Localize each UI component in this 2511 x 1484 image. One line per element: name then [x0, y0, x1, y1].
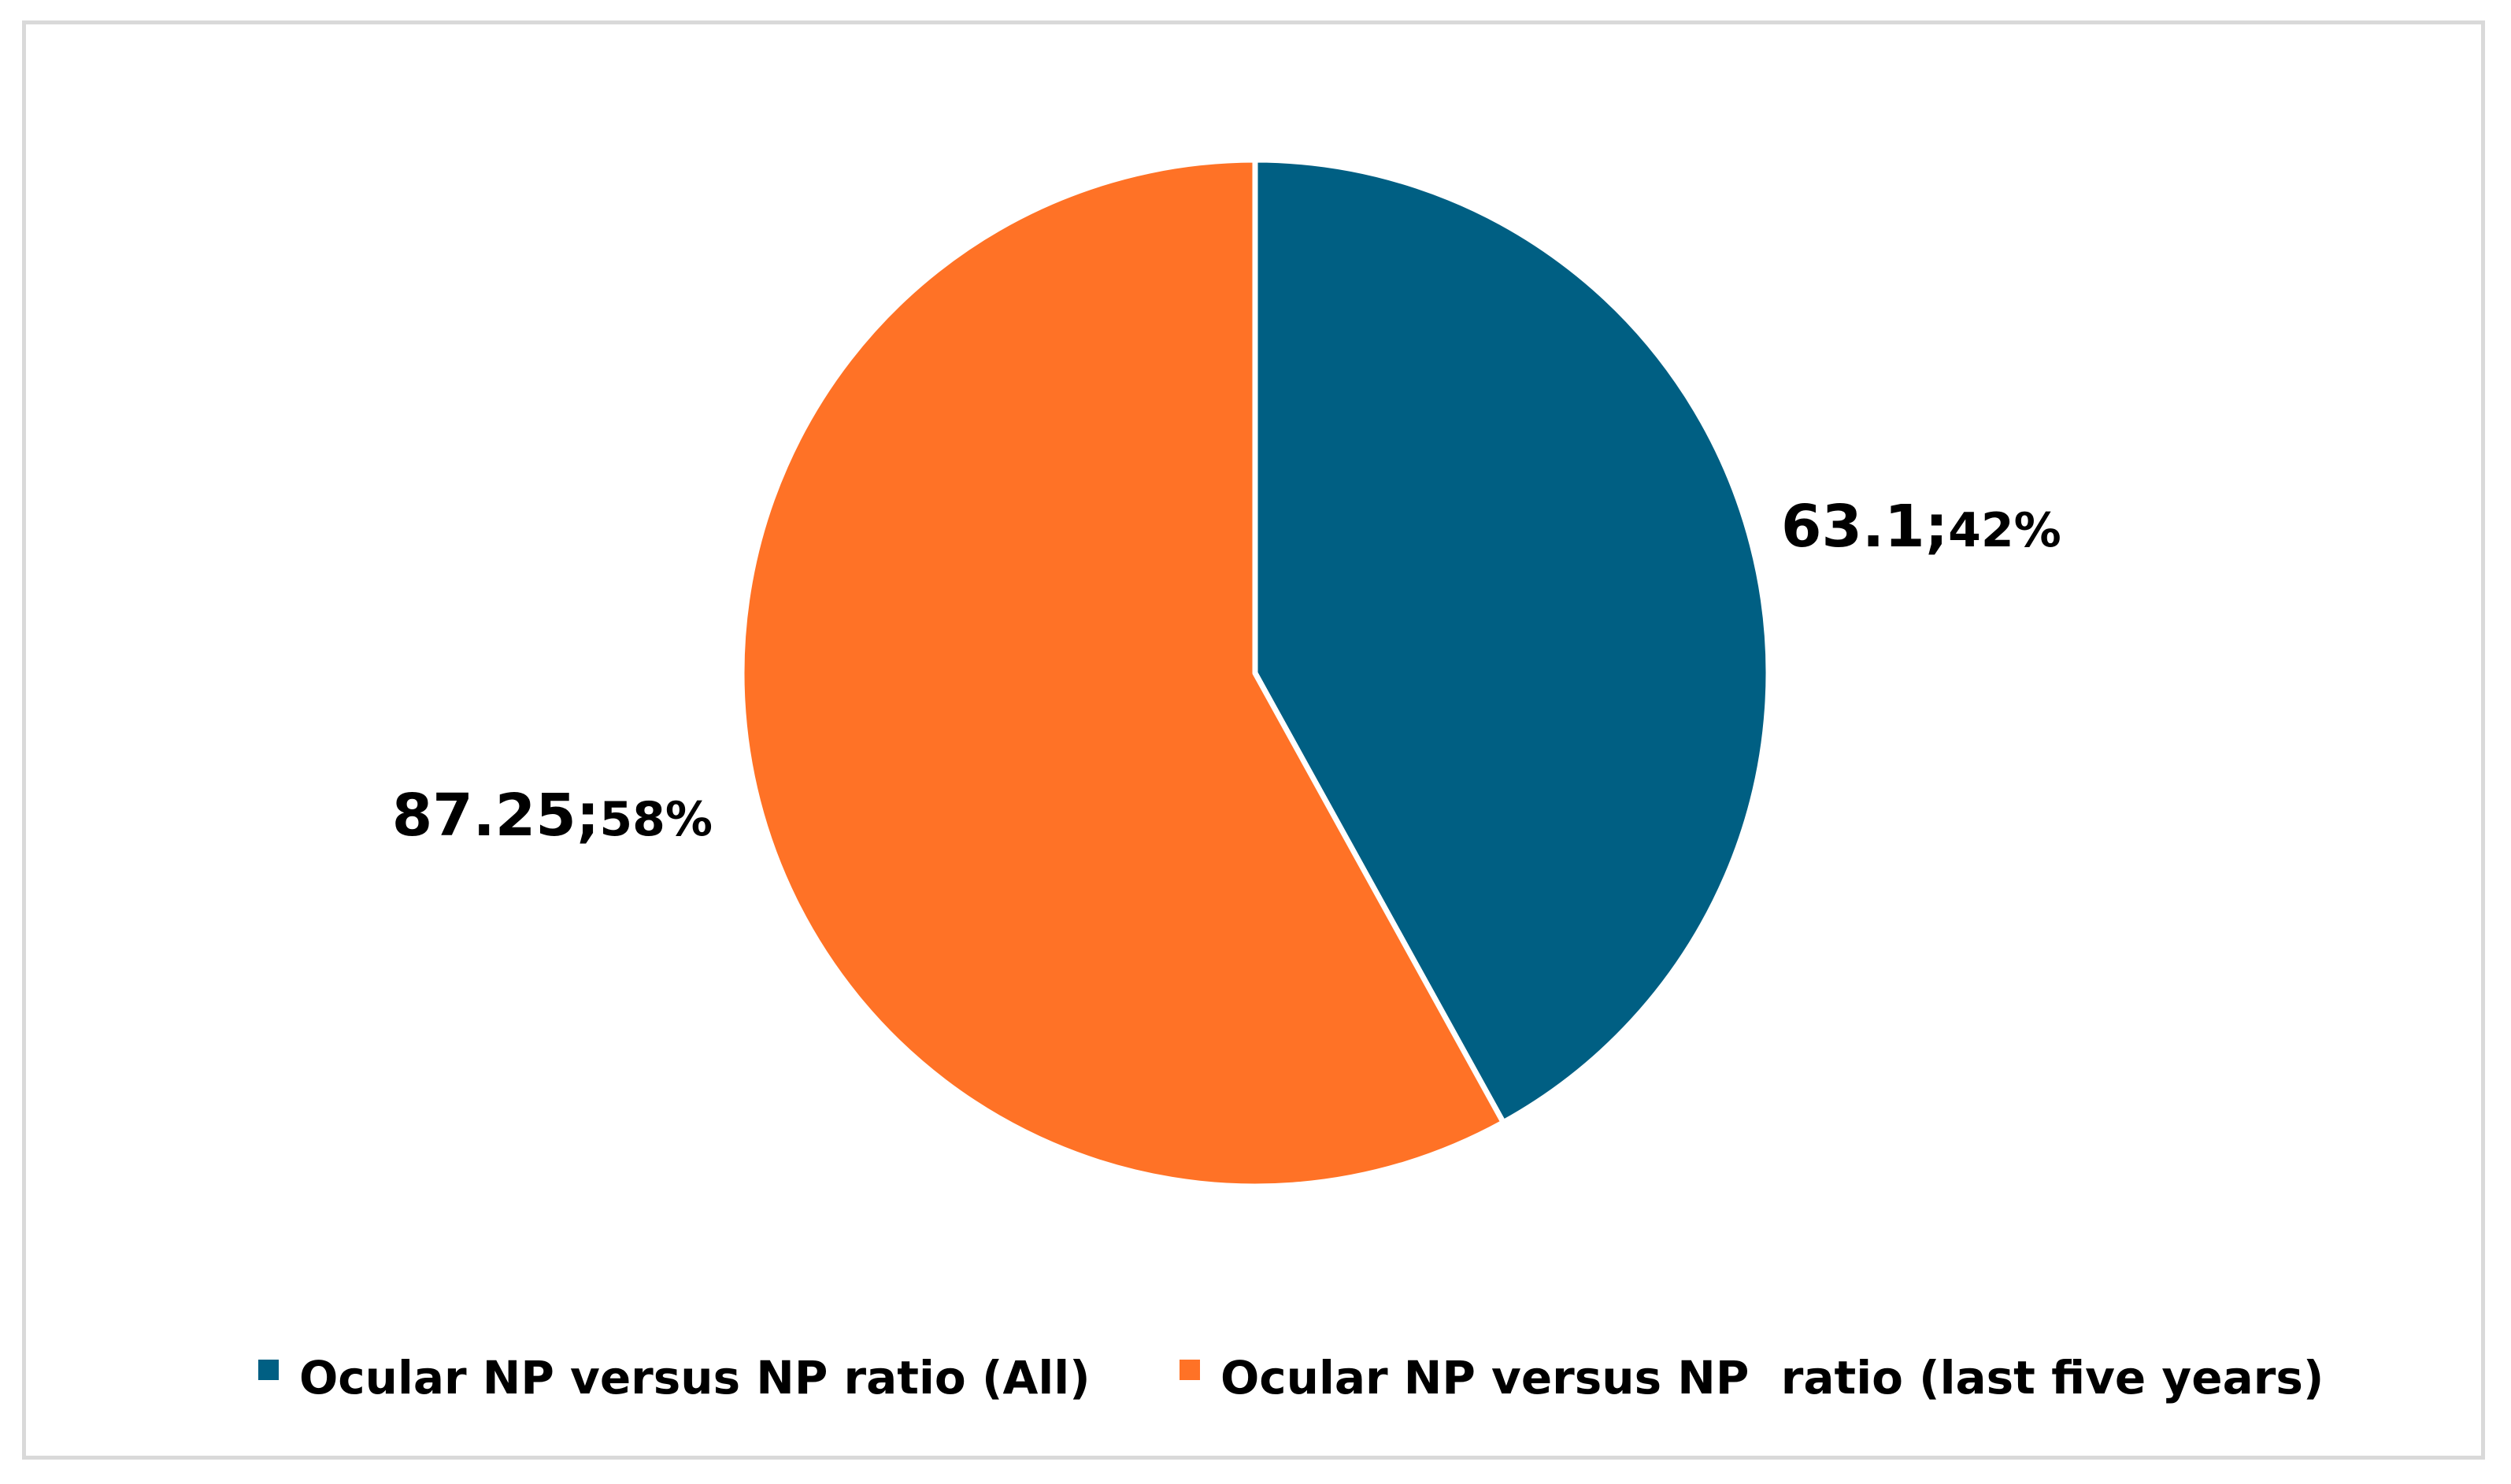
legend: Ocular NP versus NP ratio (All) Ocular N… [258, 1351, 2324, 1404]
slice-label-last-five-years: 87.25;58% [392, 782, 713, 849]
pie-slice-last-five-years [739, 157, 1506, 1190]
legend-label-last-five-years: Ocular NP versus NP ratio (last five yea… [1220, 1351, 2324, 1404]
slice-percent-label-all: 42% [1948, 503, 2061, 558]
legend-swatch-last-five-years [1180, 1360, 1200, 1380]
slice-label-all: 63.1;42% [1781, 493, 2061, 561]
slice-value-label-all: 63.1; [1781, 493, 1948, 561]
legend-swatch-all [258, 1360, 279, 1380]
slice-percent-label-last-five-years: 58% [599, 792, 713, 847]
slice-value-label-last-five-years: 87.25; [392, 782, 600, 849]
legend-label-all: Ocular NP versus NP ratio (All) [299, 1351, 1091, 1404]
pie-slice-all [1252, 157, 1772, 1126]
pie-slices [739, 157, 1772, 1190]
